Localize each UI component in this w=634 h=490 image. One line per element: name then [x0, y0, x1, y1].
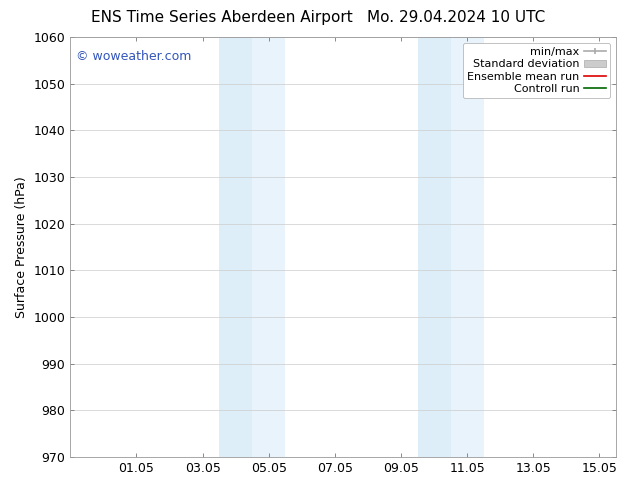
Bar [219, 37, 252, 457]
Bar [418, 37, 451, 457]
Y-axis label: Surface Pressure (hPa): Surface Pressure (hPa) [15, 176, 28, 318]
Bar [252, 37, 285, 457]
Text: Mo. 29.04.2024 10 UTC: Mo. 29.04.2024 10 UTC [367, 10, 546, 25]
Text: ENS Time Series Aberdeen Airport: ENS Time Series Aberdeen Airport [91, 10, 353, 25]
Text: © woweather.com: © woweather.com [75, 50, 191, 63]
Legend: min/max, Standard deviation, Ensemble mean run, Controll run: min/max, Standard deviation, Ensemble me… [463, 43, 611, 98]
Bar [451, 37, 484, 457]
